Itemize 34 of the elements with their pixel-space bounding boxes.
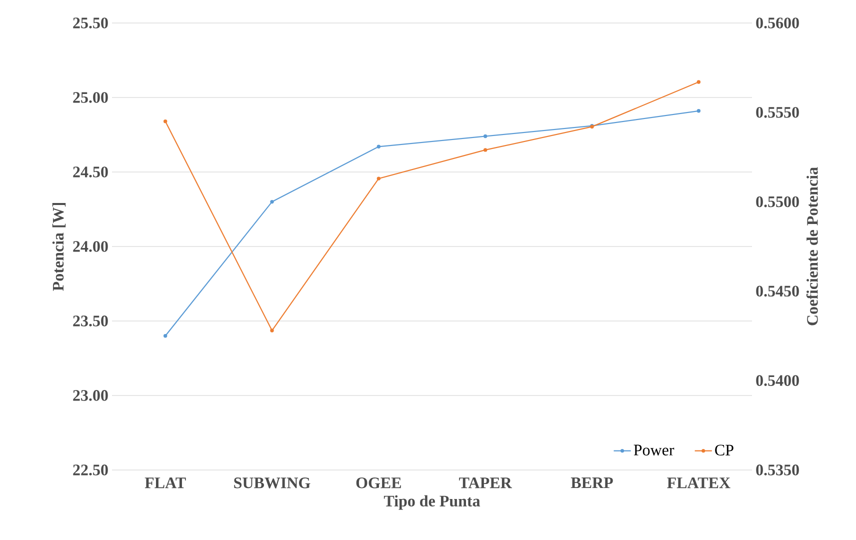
y-tick-label: 25.50 — [73, 18, 108, 28]
point — [696, 109, 701, 113]
y-tick-label: 25.00 — [73, 92, 108, 103]
x-tick-label: FLAT — [144, 478, 186, 488]
x-tick-label: SUBWING — [234, 478, 310, 488]
legend-label: CP — [715, 444, 734, 456]
point — [163, 334, 168, 338]
x-tick-label: FLATEX — [667, 478, 730, 488]
y-tick-label: 23.00 — [73, 390, 108, 401]
x-tick-label: OGEE — [356, 478, 401, 488]
point — [376, 144, 381, 149]
y-tick-label: 24.00 — [73, 241, 108, 252]
y2-tick-label: 0.5450 — [756, 286, 799, 297]
y2-axis-title: Coeficiente de Potencia — [806, 167, 818, 326]
point — [483, 148, 488, 152]
point — [163, 119, 168, 124]
point — [376, 176, 381, 180]
point — [270, 200, 274, 204]
y2-tick-label: 0.5400 — [756, 375, 799, 386]
y2-tick-label: 0.5550 — [756, 106, 799, 118]
x-axis-title: Tipo de Punta — [384, 495, 480, 510]
x-tick-label: TAPER — [459, 478, 512, 488]
y2-tick-label: 0.5600 — [756, 18, 799, 28]
y-tick-label: 24.50 — [73, 166, 108, 178]
y2-tick-label: 0.5350 — [756, 464, 799, 476]
x-tick-label: BERP — [570, 478, 613, 488]
y-tick-label: 23.50 — [73, 316, 108, 326]
y-tick-label: 22.50 — [73, 464, 108, 476]
point — [270, 328, 274, 332]
y2-tick-label: 0.5500 — [756, 196, 799, 208]
legend-label: Power — [634, 444, 674, 456]
point — [696, 80, 701, 84]
point — [483, 134, 488, 138]
y-axis-title: Potencia [W] — [52, 203, 66, 291]
